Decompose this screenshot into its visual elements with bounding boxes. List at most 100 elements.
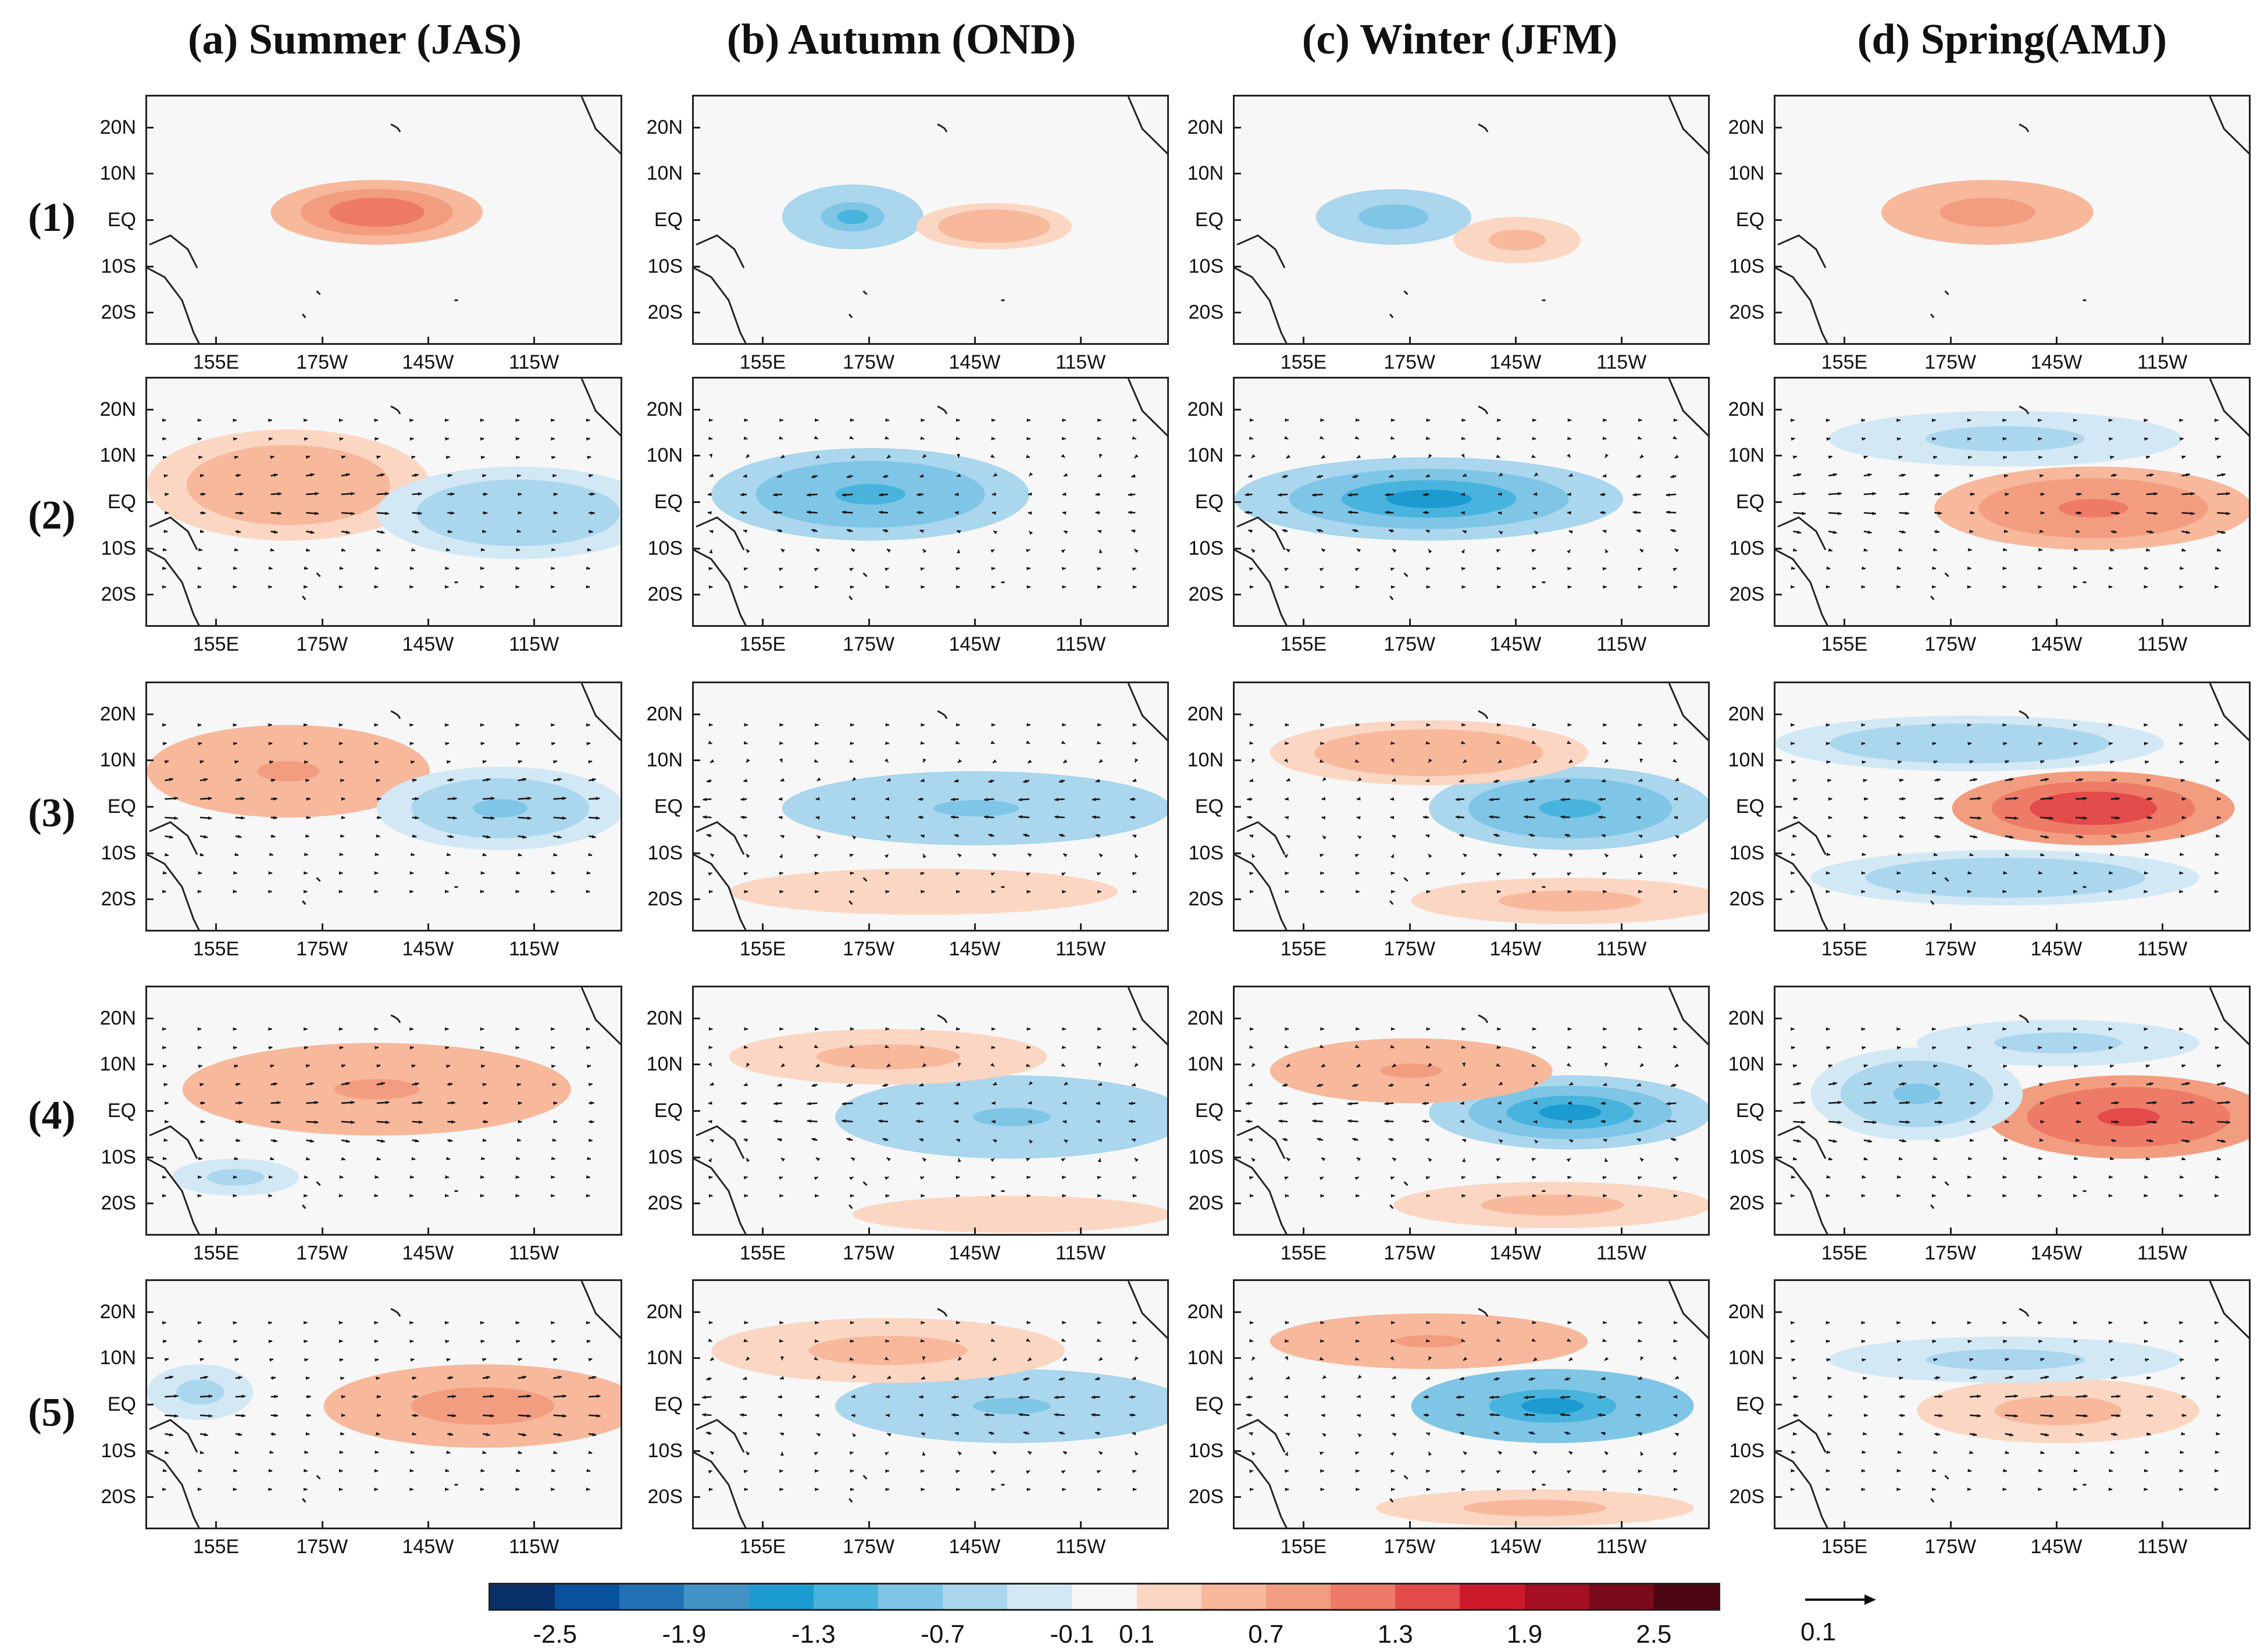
lat-tick-label: 20N: [1728, 116, 1764, 138]
wind-vector-head: [1970, 511, 1975, 515]
wind-vector-head: [418, 511, 422, 515]
wind-vector-head: [1567, 418, 1571, 422]
wind-vector-head: [780, 1451, 785, 1456]
wind-vector-head: [2144, 1175, 2148, 1179]
wind-vector-head: [198, 1064, 202, 1068]
lon-tick-label: 175W: [843, 938, 895, 960]
lon-tick-label: 145W: [1489, 938, 1542, 960]
wind-vector-head: [1560, 1395, 1564, 1400]
wind-vector-head: [1861, 741, 1866, 745]
wind-vector-head: [1933, 760, 1938, 764]
wind-vector-head: [268, 871, 273, 875]
lon-tick: [215, 923, 218, 932]
wind-vector-head: [1862, 566, 1866, 570]
wind-vector-head: [2038, 870, 2042, 875]
wind-vector-head: [989, 1377, 993, 1380]
wind-vector-head: [1249, 1176, 1253, 1180]
wind-vector-head: [339, 760, 343, 764]
wind-vector-head: [551, 1468, 555, 1472]
wind-vector-head: [746, 1062, 750, 1067]
wind-vector-head: [1569, 1082, 1574, 1086]
lat-tick-label: 10S: [101, 255, 137, 277]
wind-vector-head: [385, 492, 389, 496]
wind-vector-head: [708, 436, 712, 440]
map-panel-r3c3: 20N 10N EQ 10S 20S 155E 175W 145W 115W: [1188, 682, 1710, 960]
wind-vector-head: [482, 760, 487, 764]
island-outline: [848, 405, 1005, 601]
lat-tick: [1774, 547, 1782, 550]
wind-vector-head: [1967, 870, 1971, 875]
wind-vector-head: [1906, 1120, 1910, 1124]
wind-vector-head: [1532, 1321, 1536, 1325]
wind-vector-head: [2180, 779, 2185, 783]
wind-vector-head: [1899, 779, 1903, 783]
row-label-5: (5): [28, 1390, 76, 1435]
wind-vector-head: [743, 1045, 748, 1049]
wind-vector-head: [596, 797, 600, 801]
wind-vector-head: [268, 1321, 272, 1325]
wind-vector-head: [1496, 740, 1500, 744]
wind-vector-head: [233, 890, 237, 894]
wind-vector-head: [518, 1119, 522, 1123]
coastline-america: [1127, 683, 1167, 741]
wind-vector-head: [273, 1082, 277, 1086]
lon-tick: [1514, 337, 1517, 345]
wind-vector-head: [1461, 740, 1465, 744]
wind-vector-head: [482, 1083, 487, 1087]
wind-vector-head: [1392, 1158, 1397, 1162]
wind-vector-head: [993, 759, 997, 763]
wind-vector-head: [2005, 1358, 2009, 1362]
map-plot-area: [692, 1279, 1169, 1529]
wind-vector-head: [1603, 1487, 1607, 1492]
wind-vector-head: [744, 1194, 748, 1198]
lon-tick-label: 155E: [1280, 1242, 1327, 1264]
wind-vector-head: [273, 1139, 277, 1143]
wind-vector-head: [1862, 760, 1866, 764]
wind-vector-head: [162, 1194, 166, 1198]
wind-vector-head: [1064, 530, 1068, 534]
wind-vector-head: [1356, 816, 1361, 820]
wind-vector-head: [1598, 815, 1603, 819]
wind-vector-head: [1638, 890, 1642, 894]
wind-vector-head: [743, 1376, 747, 1380]
lon-tick-label: 115W: [1596, 1242, 1647, 1264]
lon-tick: [2055, 1228, 2058, 1236]
wind-vector-head: [1791, 723, 1795, 727]
wind-vector-head: [2215, 741, 2219, 745]
wind-vector-head: [1026, 1321, 1031, 1325]
wind-vector-head: [1496, 1175, 1501, 1179]
wind-vector-head: [516, 1138, 521, 1142]
wind-vector-head: [815, 585, 819, 589]
wind-vector-head: [2003, 474, 2008, 478]
anomaly-contour: [1893, 1083, 1941, 1104]
wind-vector-head: [1601, 1432, 1606, 1436]
wind-vector-head: [233, 1468, 237, 1473]
lon-tick: [868, 923, 870, 932]
wind-vector-head: [2180, 1358, 2184, 1362]
lat-tick-label: 20N: [646, 398, 683, 420]
wind-vector-head: [1497, 418, 1501, 422]
colorbar-cell: [943, 1585, 1008, 1609]
wind-vector-head: [1390, 872, 1395, 876]
wind-vector-head: [2003, 455, 2007, 459]
wind-vector-head: [411, 455, 415, 459]
wind-vector-head: [922, 1158, 927, 1162]
wind-vector-head: [518, 760, 522, 764]
wind-vector-head: [1131, 529, 1136, 533]
wind-vector-head: [1385, 493, 1389, 497]
wind-vector-head: [1282, 1138, 1287, 1142]
wind-vector-head: [1792, 548, 1797, 552]
wind-vector-head: [1317, 1083, 1321, 1087]
wind-vector-head: [1098, 1139, 1103, 1143]
wind-vector-head: [409, 1487, 413, 1492]
wind-vector-head: [2075, 760, 2080, 764]
wind-vector-head: [1063, 759, 1068, 763]
wind-vector-head: [375, 437, 379, 441]
wind-vector-head: [1390, 1194, 1395, 1198]
wind-vector-head: [234, 1064, 238, 1068]
wind-vector-head: [1673, 1452, 1677, 1456]
wind-vector-head: [274, 1394, 278, 1398]
wind-vector-head: [480, 1027, 484, 1031]
wind-vector-head: [2109, 437, 2113, 441]
wind-vector-head: [1249, 1487, 1254, 1492]
